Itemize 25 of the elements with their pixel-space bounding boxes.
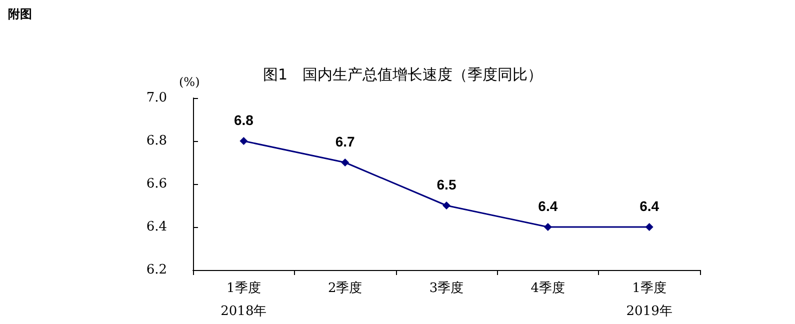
chart-title: 图1 国内生产总值增长速度（季度同比） <box>263 66 543 84</box>
y-tick-label: 7.0 <box>146 90 167 106</box>
point <box>240 137 248 145</box>
y-tick-label: 6.2 <box>146 262 167 278</box>
y-tick-label: 6.8 <box>146 134 167 148</box>
x-tick-label: 2季度 <box>328 280 362 296</box>
point <box>544 223 552 231</box>
y-tick-label: 6.6 <box>146 176 167 192</box>
data-label: 6.4 <box>640 198 660 214</box>
x-tick-label: 3季度 <box>429 280 464 296</box>
x-tick-label: 4季度 <box>530 280 566 296</box>
text: 附图 <box>8 6 32 23</box>
y-axis-title: (%) <box>179 75 200 89</box>
x-tick-label: 1季度 <box>632 280 666 296</box>
point <box>645 223 654 231</box>
x-tick-label: 1季度 <box>226 280 261 296</box>
text: 2019年 <box>625 303 674 320</box>
data-label: 6.4 <box>538 198 558 214</box>
point <box>442 202 450 210</box>
y-tick-label: 6.4 <box>146 220 167 234</box>
data-label: 6.7 <box>335 134 356 150</box>
data-label: 6.5 <box>436 176 456 192</box>
data-label: 6.8 <box>234 112 254 128</box>
text: 2018年 <box>220 303 268 320</box>
point <box>341 158 350 166</box>
